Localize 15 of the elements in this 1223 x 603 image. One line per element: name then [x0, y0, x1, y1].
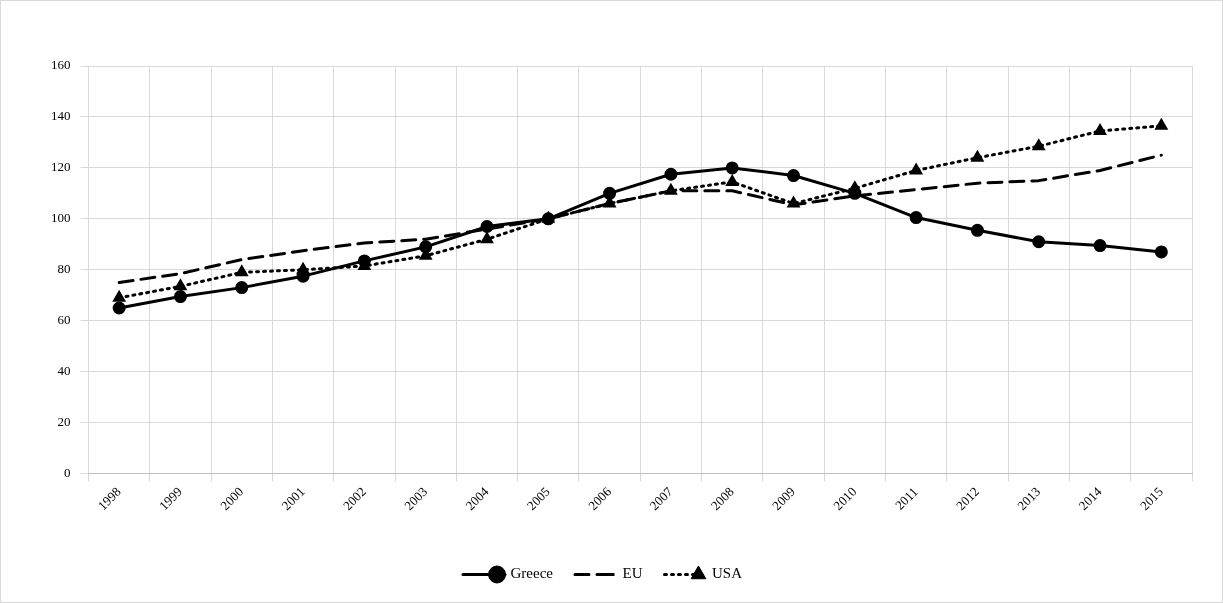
y-tick-label: 140: [51, 108, 71, 124]
y-tick-label: 100: [51, 210, 71, 226]
y-tick-label: 20: [57, 414, 71, 430]
y-tick-label: 40: [57, 363, 71, 379]
x-tick-label: 1999: [156, 484, 185, 514]
y-tick-label: 0: [64, 465, 71, 481]
y-tick-label: 160: [51, 57, 71, 73]
y-tick-label: 120: [51, 159, 71, 175]
y-tick-label: 60: [57, 312, 71, 328]
legend-label: USA: [711, 565, 743, 582]
y-tick-label: 80: [57, 261, 71, 277]
x-tick-label: 2011: [892, 484, 921, 513]
legend-label: EU: [622, 565, 643, 582]
x-tick-label: 1998: [94, 484, 124, 514]
legend-label: Greece: [510, 565, 554, 582]
